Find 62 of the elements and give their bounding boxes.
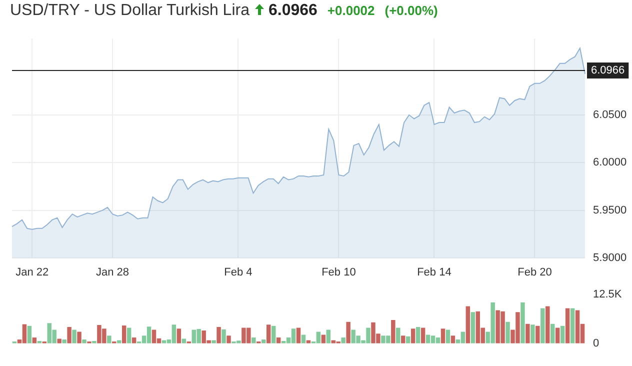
y-tick-label: 6.0500 — [593, 108, 627, 121]
bar — [391, 320, 396, 344]
bar — [570, 308, 575, 344]
bar — [176, 328, 182, 344]
bar — [526, 324, 530, 344]
bar — [62, 339, 66, 344]
chart-title: USD/TRY - US Dollar Turkish Lira — [10, 2, 250, 20]
bar — [550, 324, 555, 344]
bar — [401, 336, 406, 344]
bar — [216, 327, 221, 344]
bar — [555, 328, 560, 344]
bar — [27, 326, 32, 344]
bar — [77, 332, 82, 344]
y-tick-label: 0 — [593, 337, 600, 350]
bar — [271, 326, 276, 344]
ref-line-label: 6.0966 — [591, 64, 625, 76]
bar — [450, 336, 456, 344]
bar — [466, 306, 470, 344]
x-tick-label: Jan 22 — [16, 266, 49, 279]
bar — [326, 330, 331, 344]
bar — [126, 328, 132, 344]
text: +0.0002 — [327, 3, 375, 18]
bar — [446, 330, 450, 344]
text: 6.0966 — [268, 2, 318, 20]
bar — [396, 328, 400, 344]
bar — [266, 324, 271, 344]
bar — [470, 312, 476, 344]
x-tick-label: Feb 10 — [322, 266, 356, 279]
bar — [416, 327, 420, 344]
bar — [182, 338, 186, 344]
bar — [565, 308, 570, 344]
bar — [57, 338, 62, 344]
bar — [296, 328, 301, 344]
bar — [520, 302, 525, 344]
bar — [540, 308, 545, 344]
bar — [72, 330, 76, 344]
bar — [346, 322, 350, 344]
y-tick-label: 12.5K — [593, 288, 622, 301]
bar — [546, 306, 550, 344]
y-tick-label: 6.0000 — [593, 156, 627, 169]
bar — [560, 326, 565, 344]
bar — [341, 338, 346, 344]
bar — [107, 336, 112, 344]
bar — [222, 329, 226, 344]
x-tick-label: Feb 14 — [417, 266, 452, 279]
bar — [410, 328, 416, 344]
x-tick-label: Feb 4 — [224, 266, 252, 279]
text: (+0.00%) — [384, 3, 438, 18]
bar — [530, 324, 535, 344]
x-tick-label: Feb 20 — [518, 266, 552, 279]
bar — [440, 328, 446, 344]
bar — [82, 339, 86, 344]
x-tick-label: Jan 28 — [96, 266, 130, 279]
y-tick-label: 5.9000 — [593, 252, 627, 264]
bar — [122, 325, 126, 344]
bar — [420, 328, 426, 344]
bar — [252, 338, 256, 344]
bar — [506, 322, 510, 344]
bar — [536, 326, 540, 344]
y-tick-label: 5.9500 — [593, 204, 627, 216]
bar — [226, 336, 231, 344]
bar — [67, 327, 72, 344]
